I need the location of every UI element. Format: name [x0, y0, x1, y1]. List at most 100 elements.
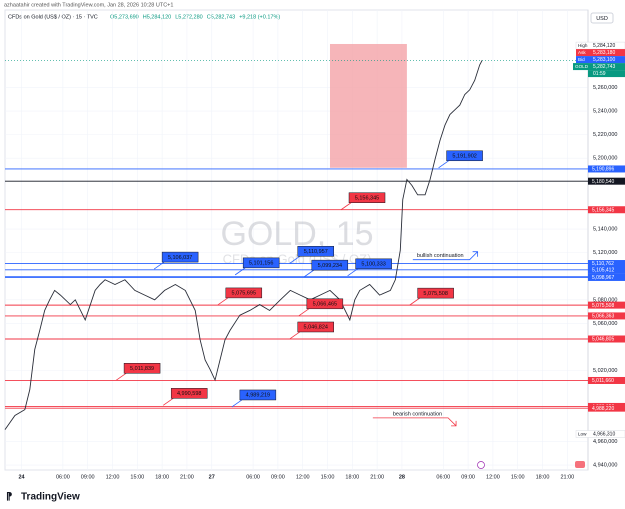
watermark: GOLD, 15 [220, 215, 373, 253]
brand: TradingView [21, 492, 80, 503]
ohlc-value: +9,218 (+0.17%) [239, 14, 280, 20]
callout-label: 5,075,695 [232, 291, 256, 297]
callout-label: 5,156,345 [355, 195, 379, 201]
y-tick-label: 5,020,000 [593, 368, 617, 374]
x-tick-label: 12:00 [296, 474, 310, 480]
callout-box [348, 192, 386, 203]
level-tag-label: 5,066,363 [592, 314, 614, 320]
callout-pointer [347, 268, 358, 277]
level-tag [588, 266, 625, 274]
flag-icon [575, 461, 585, 468]
y-tick-label: 4,940,000 [593, 462, 617, 468]
callout-pointer [340, 202, 352, 211]
x-tick-label: 06:00 [56, 474, 70, 480]
axis-tag-value: 5,282,743 [593, 64, 615, 70]
x-tick-label: 12:00 [106, 474, 120, 480]
callout-pointer [231, 399, 243, 408]
callout-box [123, 363, 161, 374]
countdown-bg [588, 70, 625, 78]
event-icon [477, 461, 485, 469]
callout-box [225, 287, 263, 299]
callout-pointer [298, 308, 310, 317]
level-tag-label: 5,156,345 [592, 207, 614, 213]
note-arrow [372, 417, 457, 427]
callout-label: 5,011,839 [130, 366, 154, 372]
axis-tag-value: 5,283,100 [593, 57, 615, 63]
level-tag [588, 177, 625, 185]
x-tick-label: 21:00 [180, 474, 194, 480]
callout-pointer [217, 297, 229, 306]
x-tick-label: 15:00 [511, 474, 525, 480]
callout-pointer [153, 261, 165, 270]
axis-tag-name: Bid [578, 57, 585, 62]
axis-tag-value: 5,284,120 [593, 43, 615, 49]
callout-label: 5,066,465 [313, 302, 337, 308]
axis-tag-name: Low [578, 432, 587, 437]
x-tick-label: 18:00 [345, 474, 359, 480]
callout-label: 5,106,037 [168, 255, 192, 261]
callout-pointer [409, 297, 420, 306]
callout-box [417, 287, 454, 299]
countdown: 01:59 [593, 71, 606, 77]
y-tick-label: 5,080,000 [593, 297, 617, 303]
note: bullish continuation [417, 253, 464, 259]
x-tick-label: 21:00 [370, 474, 384, 480]
callout-box [311, 259, 349, 271]
x-tick-label: 24 [18, 474, 25, 480]
brand-logo: ⁋ [6, 492, 12, 503]
callout-label: 5,075,508 [423, 291, 447, 297]
x-tick-label: 09:00 [461, 474, 475, 480]
callout-pointer [115, 372, 127, 381]
axis-tag [575, 430, 625, 438]
callout-label: 5,046,824 [304, 325, 328, 331]
x-tick-label: 09:00 [271, 474, 285, 480]
level-tag [588, 273, 625, 281]
callout-pointer [438, 160, 449, 169]
level-tag [588, 312, 625, 320]
x-tick-label: 12:00 [486, 474, 500, 480]
plot-area [4, 9, 589, 471]
y-tick-label: 5,220,000 [593, 132, 617, 138]
currency-button[interactable] [590, 12, 614, 24]
axis-tag-name: High [578, 43, 588, 48]
y-tick-label: 4,960,000 [593, 439, 617, 445]
x-tick-label: 06:00 [436, 474, 450, 480]
level-tag-label: 5,011,660 [592, 378, 614, 384]
callout-label: 5,110,957 [304, 249, 328, 255]
axis-tag-value: 5,283,180 [593, 50, 615, 56]
level-tag [588, 301, 625, 309]
level-tag-label: 5,075,508 [592, 303, 614, 309]
level-tag [588, 335, 625, 343]
callout-pointer [162, 398, 174, 406]
axis-tag [576, 49, 625, 57]
callout-label: 5,101,156 [249, 261, 273, 267]
ohlc-value: L5,272,280 [175, 14, 203, 20]
level-tag [588, 206, 625, 214]
ohlc-value: O5,273,690 [110, 14, 139, 20]
y-tick-label: 5,140,000 [593, 226, 617, 232]
callout-box [306, 298, 344, 310]
y-tick-label: 5,120,000 [593, 250, 617, 256]
level-tag-label: 5,046,805 [592, 337, 614, 343]
axis-tag-value: 4,966,310 [593, 432, 615, 438]
level-tag [588, 404, 625, 412]
x-tick-label: 18:00 [536, 474, 550, 480]
x-tick-label: 09:00 [81, 474, 95, 480]
x-tick-label: 28 [399, 474, 405, 480]
callout-label: 5,100,333 [361, 262, 385, 268]
level-tag [588, 376, 625, 384]
note: bearish continuation [393, 411, 442, 417]
y-tick-label: 5,060,000 [593, 321, 617, 327]
y-tick-label: 5,240,000 [593, 108, 617, 114]
callout-pointer [303, 269, 315, 278]
note-arrow [412, 251, 479, 261]
axis-tag [573, 63, 625, 71]
callout-pointer [289, 331, 300, 340]
callout-box [297, 246, 334, 257]
level-tag-label: 5,110,762 [592, 261, 614, 267]
level-tag [588, 260, 625, 268]
ohlc-value: H5,284,120 [143, 14, 171, 20]
callout-box [242, 257, 280, 269]
level-tag-label: 5,180,540 [592, 179, 614, 185]
